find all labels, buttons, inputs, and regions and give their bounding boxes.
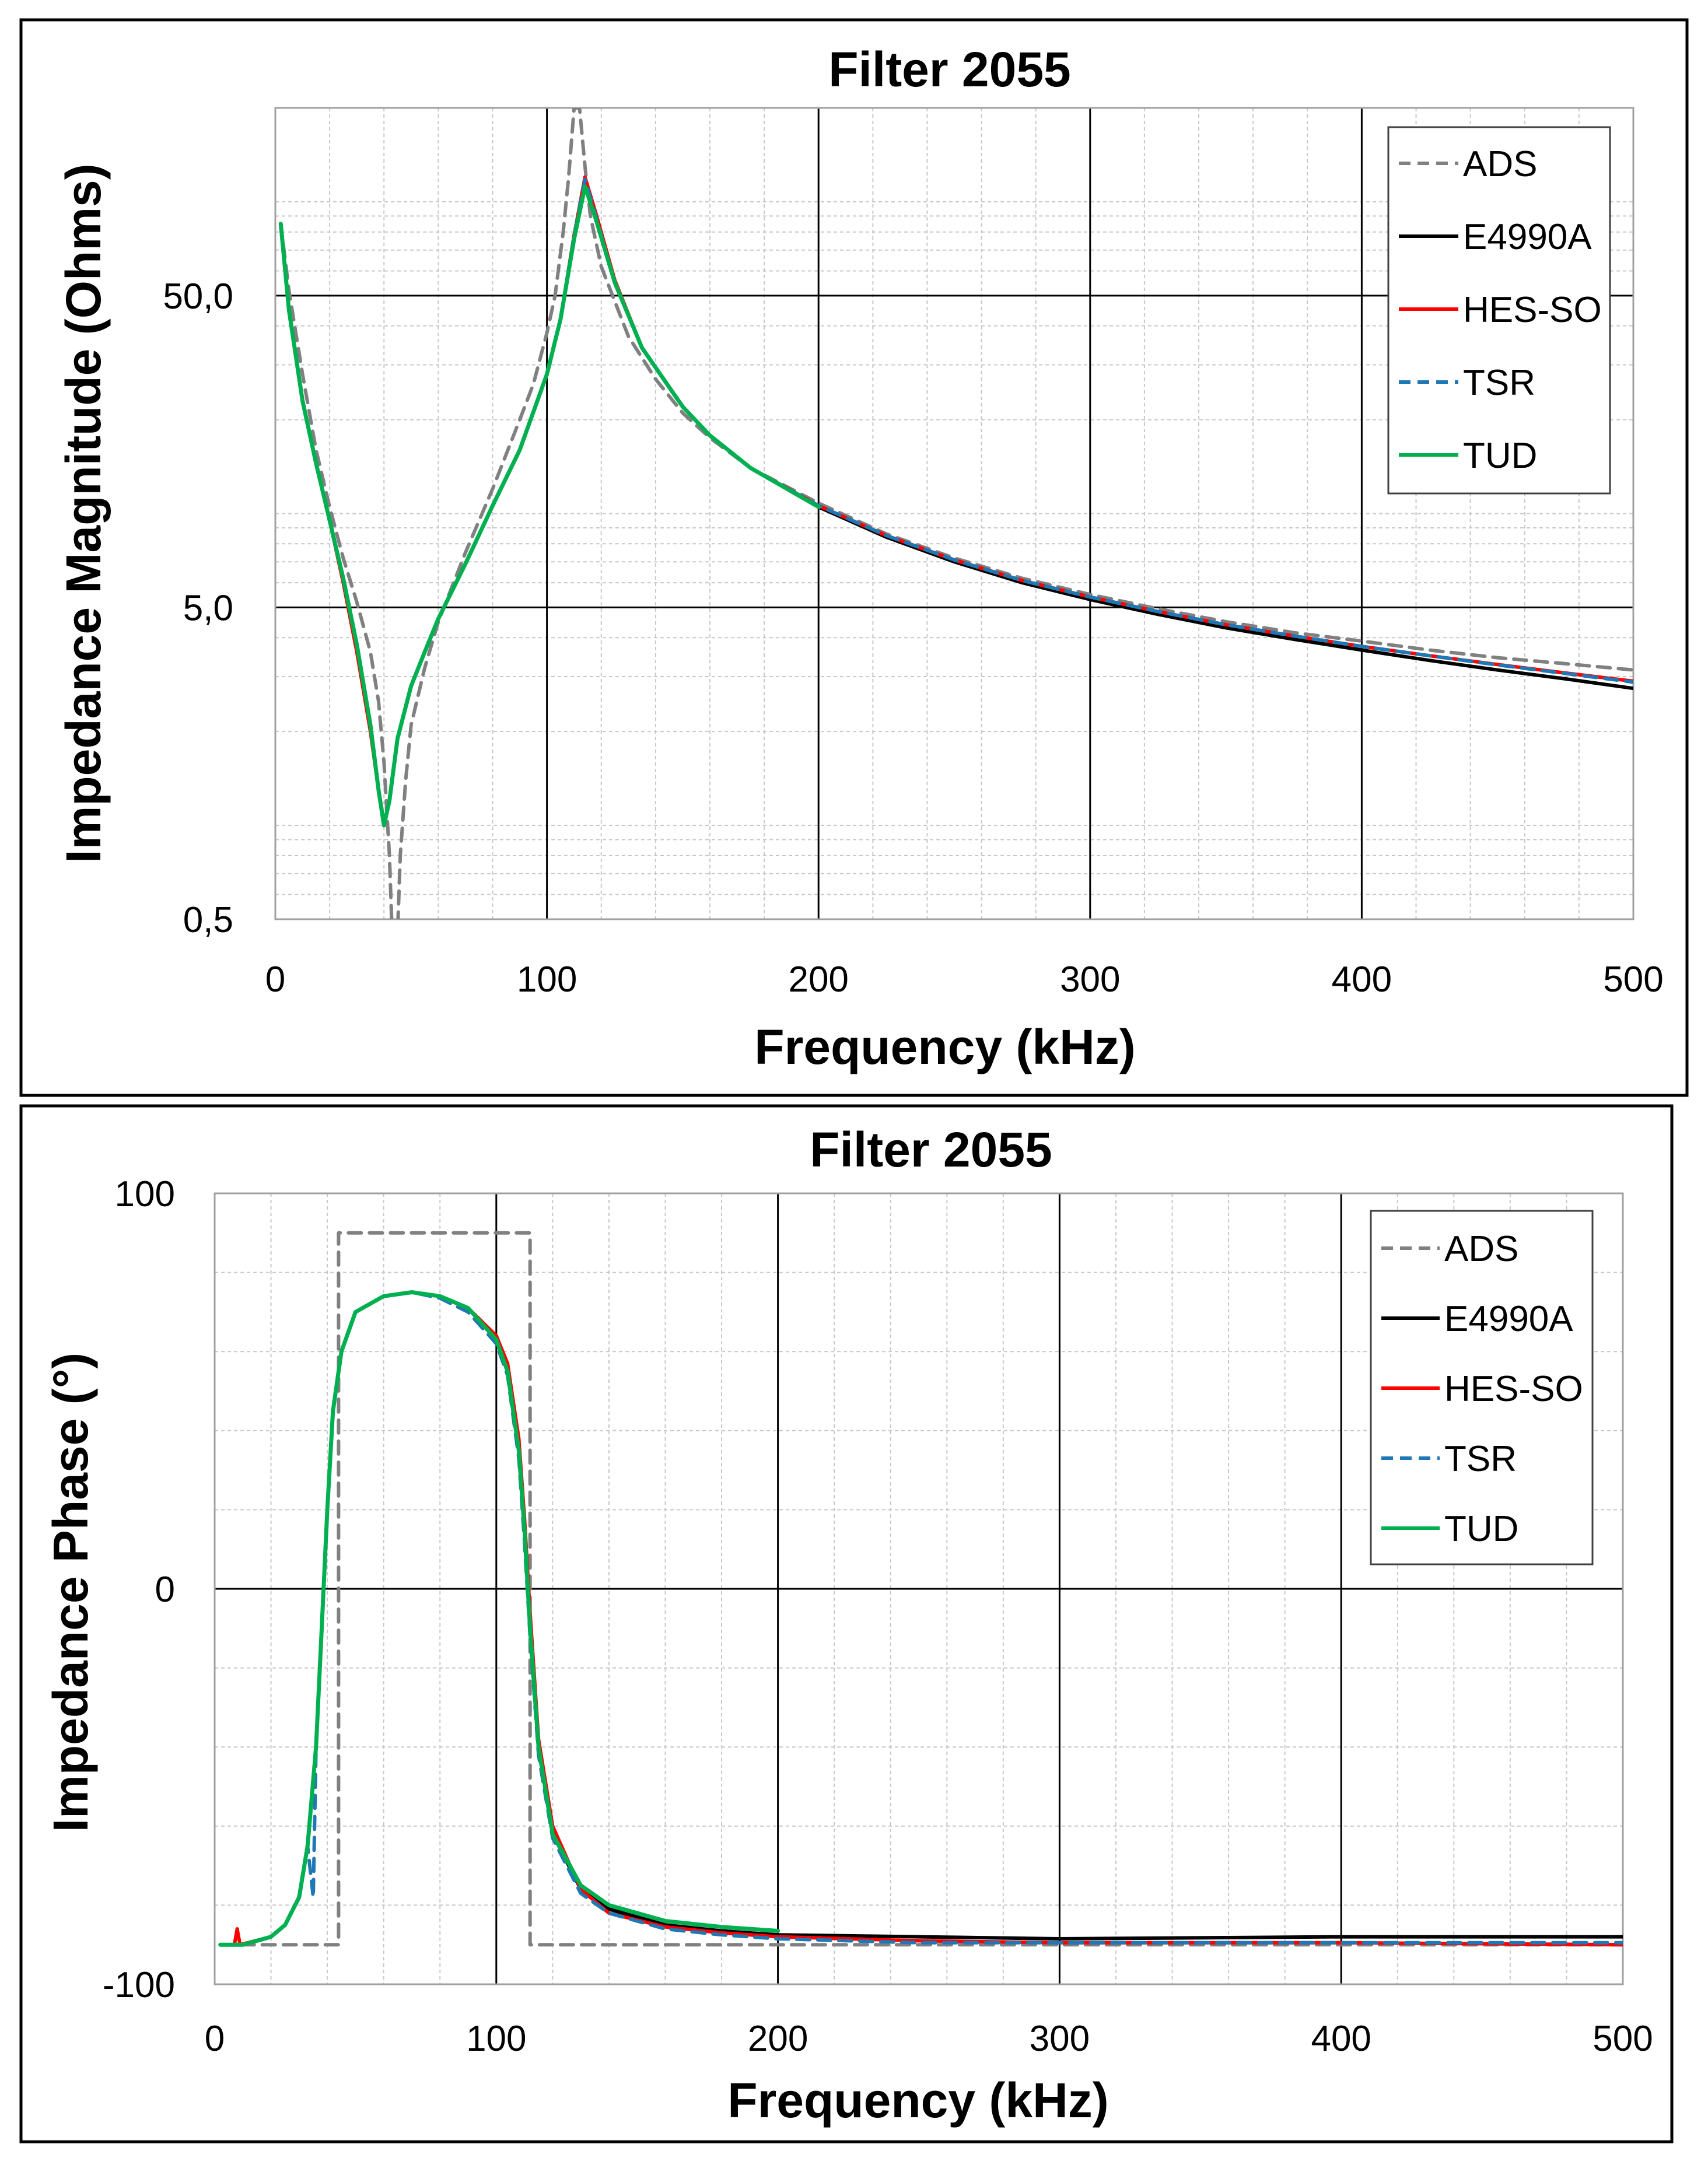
legend-label: TUD: [1444, 1509, 1518, 1549]
y-tick-label: 0,5: [183, 900, 233, 940]
legend-label: TSR: [1444, 1439, 1517, 1479]
x-tick-label: 100: [517, 959, 577, 1000]
series-line-ads: [279, 108, 1633, 919]
magnitude-chart-title: Filter 2055: [828, 42, 1071, 97]
legend-label: ADS: [1444, 1229, 1518, 1269]
phase-chart-title: Filter 2055: [810, 1122, 1052, 1177]
x-tick-label: 500: [1603, 959, 1663, 1000]
magnitude-y-tick-labels: 0,5 5,0 50,0: [163, 276, 233, 940]
series-line-ads: [218, 1231, 1623, 1947]
legend-label: TUD: [1463, 436, 1537, 476]
magnitude-series-layer: [278, 108, 1633, 919]
series-line-tud: [278, 184, 821, 828]
x-tick-label: 0: [205, 2019, 225, 2059]
x-tick-label: 400: [1311, 2019, 1371, 2059]
legend-label: HES-SO: [1463, 290, 1602, 330]
legend-label: E4990A: [1444, 1299, 1573, 1339]
magnitude-x-axis-title: Frequency (kHz): [754, 1020, 1135, 1074]
x-tick-label: 200: [748, 2019, 808, 2059]
x-tick-label: 0: [265, 959, 285, 1000]
phase-x-tick-labels: 0 100 200 300 400 500: [205, 2019, 1653, 2059]
phase-x-axis-title: Frequency (kHz): [727, 2073, 1108, 2128]
x-tick-label: 200: [788, 959, 848, 1000]
y-tick-label: 100: [115, 1174, 175, 1214]
phase-y-axis-title: Impedance Phase (°): [43, 1353, 98, 1833]
legend-label: TSR: [1463, 363, 1535, 403]
legend-label: HES-SO: [1444, 1369, 1583, 1409]
magnitude-plot-area: [274, 107, 1634, 920]
phase-series-layer: [218, 1231, 1623, 1947]
legend-label: E4990A: [1463, 217, 1592, 257]
phase-legend: ADS E4990A HES-SO TSR TUD: [1370, 1210, 1594, 1565]
series-line-tsr: [218, 1290, 1623, 1947]
x-tick-label: 400: [1332, 959, 1392, 1000]
y-tick-label: 50,0: [163, 276, 233, 317]
phase-grid: [215, 1193, 1623, 1985]
panel-magnitude: Filter 2055 0 100 200 300 400 500 0,55,050,0 …: [19, 18, 1689, 1097]
x-tick-label: 300: [1060, 959, 1120, 1000]
x-tick-label: 500: [1592, 2019, 1653, 2059]
series-line-tud: [218, 1290, 780, 1947]
legend-label: ADS: [1463, 144, 1537, 184]
y-tick-label: 5,0: [183, 588, 233, 628]
x-tick-label: 300: [1030, 2019, 1090, 2059]
magnitude-legend: ADS E4990A HES-SO TSR TUD: [1387, 126, 1611, 495]
y-tick-label: 0: [155, 1570, 175, 1610]
phase-plot-area: [214, 1192, 1624, 1985]
magnitude-y-axis-title: Impedance Magnitude (Ohms): [56, 163, 111, 863]
magnitude-x-tick-labels: 0 100 200 300 400 500: [265, 959, 1664, 1000]
phase-y-tick-labels: -100 0 100: [103, 1174, 175, 2005]
x-tick-label: 100: [466, 2019, 526, 2059]
y-tick-label: -100: [103, 1965, 175, 2005]
panel-phase: Filter 2055 0 100 200 300 400 500 -100 0 100 Fr…: [19, 1104, 1674, 2144]
